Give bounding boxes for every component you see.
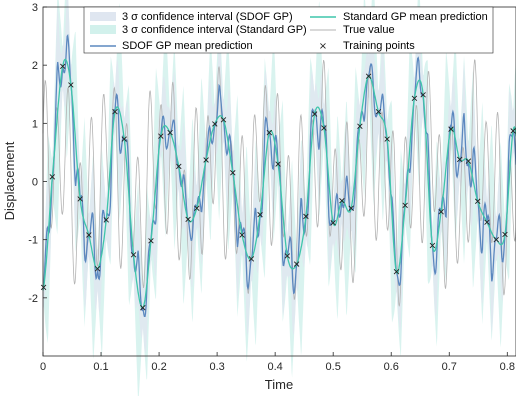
legend-label-sdof-mean: SDOF GP mean prediction xyxy=(122,40,253,52)
training-point-marker xyxy=(339,197,345,204)
training-points xyxy=(40,63,516,311)
training-point-marker xyxy=(384,136,390,142)
y-tick-label: -1 xyxy=(28,235,38,247)
series-lines xyxy=(42,34,516,318)
legend-label-ci-sdof: 3 σ confidence interval (SDOF GP) xyxy=(122,11,293,23)
series-true-value xyxy=(42,59,516,307)
training-point-marker xyxy=(148,238,154,244)
training-point-marker xyxy=(40,284,47,291)
x-tick-label: 0.8 xyxy=(500,361,515,373)
training-point-marker xyxy=(284,253,291,259)
training-point-marker xyxy=(257,211,263,218)
training-point-marker xyxy=(275,161,281,167)
x-tick-label: 0.3 xyxy=(209,361,224,373)
training-point-marker xyxy=(49,174,56,180)
y-tick-label: 2 xyxy=(32,60,38,72)
training-point-marker xyxy=(438,209,444,215)
training-point-marker xyxy=(429,242,436,249)
training-point-marker xyxy=(68,82,74,88)
training-point-marker xyxy=(130,252,137,258)
legend-label-true-value: True value xyxy=(343,24,395,36)
training-point-marker xyxy=(230,170,236,176)
training-point-marker xyxy=(248,256,255,262)
training-point-marker xyxy=(212,121,218,127)
training-point-marker xyxy=(194,205,200,211)
training-point-marker xyxy=(411,95,418,102)
x-tick-label: 0.5 xyxy=(326,361,341,373)
training-point-marker xyxy=(348,205,354,211)
x-tick-label: 0.6 xyxy=(384,361,399,373)
legend-swatch-training: × xyxy=(319,41,327,52)
x-tick-label: 0 xyxy=(40,361,46,373)
training-point-marker xyxy=(474,198,481,204)
training-point-marker xyxy=(103,217,109,223)
plot-area xyxy=(40,0,516,396)
training-point-marker xyxy=(330,220,336,226)
y-axis: -2 -1 0 1 2 3 xyxy=(28,2,47,305)
training-point-marker xyxy=(86,232,92,238)
training-point-marker xyxy=(239,232,245,238)
training-point-marker xyxy=(167,129,173,136)
training-point-marker xyxy=(176,163,182,170)
legend-swatch-ci-sdof xyxy=(90,12,116,21)
training-point-marker xyxy=(293,261,300,267)
y-axis-title: Displacement xyxy=(2,141,17,220)
training-point-marker xyxy=(321,125,327,131)
training-point-marker xyxy=(121,136,127,142)
training-point-marker xyxy=(220,117,227,123)
legend-box xyxy=(83,6,494,54)
training-point-marker xyxy=(493,236,499,243)
y-tick-label: -2 xyxy=(28,293,38,305)
training-point-marker xyxy=(365,73,372,79)
x-tick-label: 0.4 xyxy=(267,361,282,373)
training-point-marker xyxy=(94,266,101,272)
x-tick-label: 0.7 xyxy=(442,361,457,373)
training-point-marker xyxy=(448,126,454,132)
legend: 3 σ confidence interval (SDOF GP) 3 σ co… xyxy=(83,6,494,54)
training-point-marker xyxy=(311,111,318,117)
training-point-marker xyxy=(484,219,490,225)
y-tick-label: 3 xyxy=(32,2,38,14)
training-point-marker xyxy=(185,216,191,223)
training-point-marker xyxy=(393,268,400,275)
legend-swatch-ci-standard xyxy=(90,25,116,34)
training-point-marker xyxy=(510,128,516,134)
training-point-marker xyxy=(303,213,309,220)
training-point-marker xyxy=(140,305,146,311)
legend-label-standard-mean: Standard GP mean prediction xyxy=(343,11,488,23)
x-axis-title: Time xyxy=(265,377,293,392)
training-point-marker xyxy=(203,157,209,163)
training-point-marker xyxy=(60,63,66,70)
training-point-marker xyxy=(502,231,508,238)
training-point-marker xyxy=(465,158,472,164)
x-axis: 0 0.1 0.2 0.3 0.4 0.5 0.6 0.7 0.8 xyxy=(40,352,515,373)
training-point-marker xyxy=(158,133,164,139)
x-tick-label: 0.2 xyxy=(151,361,166,373)
series-standard-gp-mean xyxy=(42,58,516,309)
training-point-marker xyxy=(266,129,273,136)
training-point-marker xyxy=(357,123,363,129)
training-point-marker xyxy=(456,156,463,163)
training-point-marker xyxy=(375,108,382,115)
y-tick-label: 0 xyxy=(32,177,38,189)
training-point-marker xyxy=(402,202,408,209)
legend-label-training: Training points xyxy=(343,40,415,52)
training-point-marker xyxy=(77,196,83,202)
training-point-marker xyxy=(420,92,426,98)
y-tick-label: 1 xyxy=(32,118,38,130)
legend-label-ci-standard: 3 σ confidence interval (Standard GP) xyxy=(122,24,307,36)
x-tick-label: 0.1 xyxy=(93,361,108,373)
training-point-marker xyxy=(112,108,118,115)
